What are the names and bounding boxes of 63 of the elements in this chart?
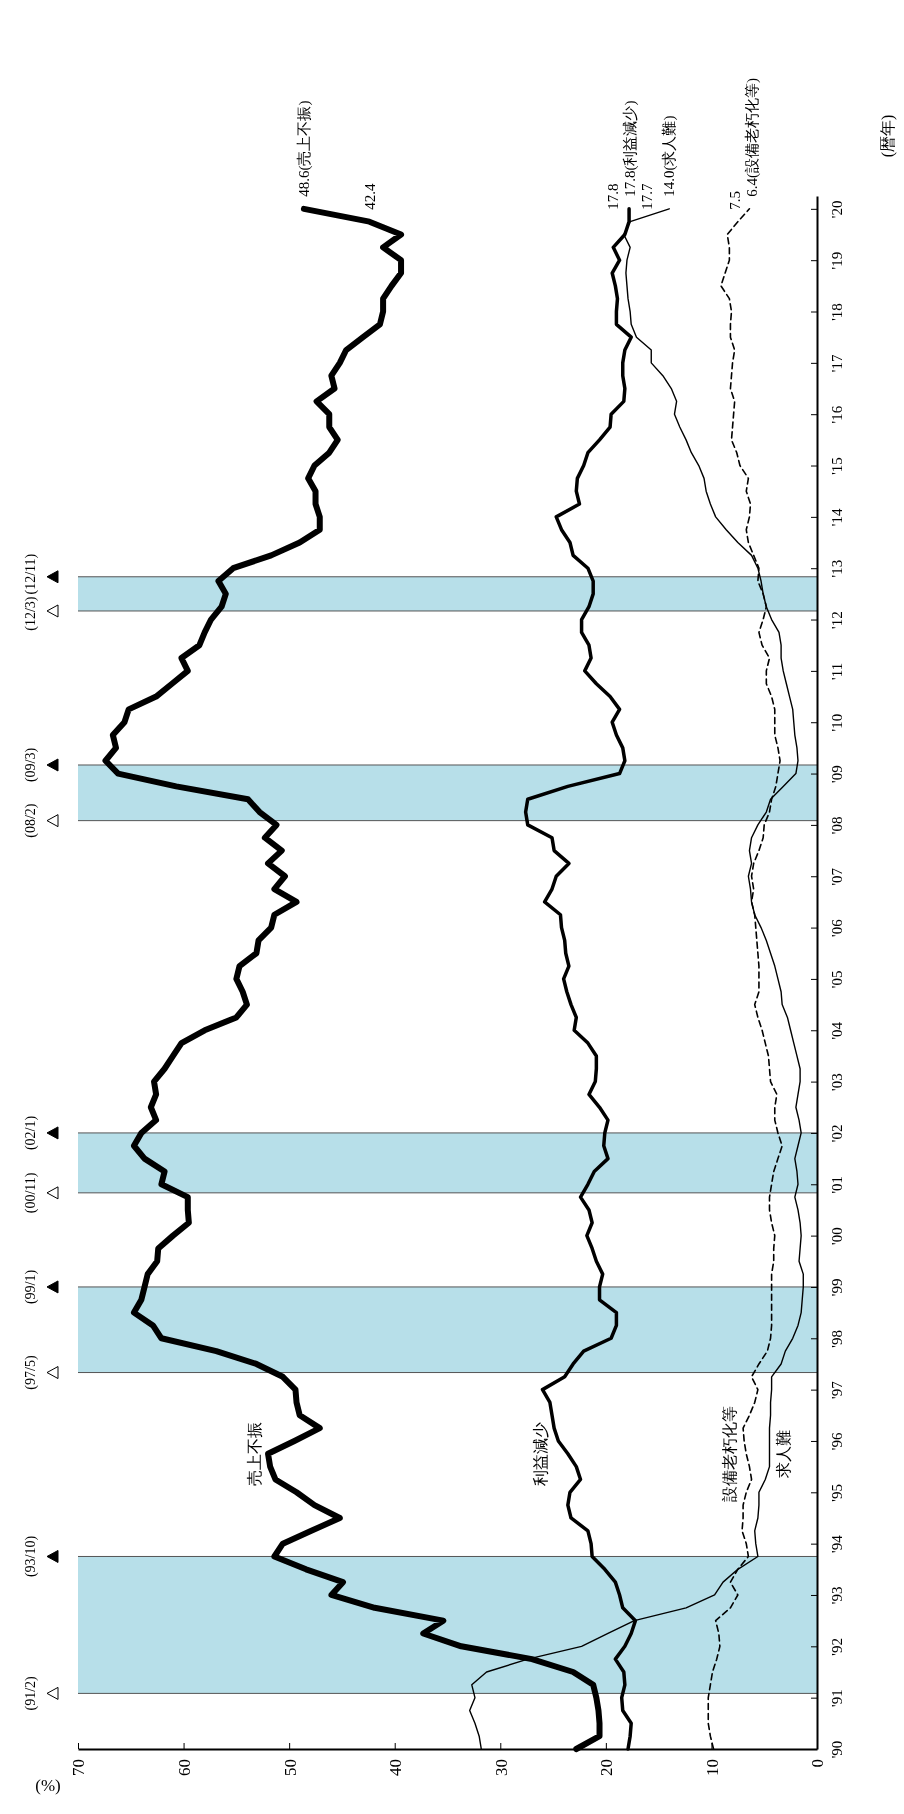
annotation: (93/10): [22, 1535, 39, 1578]
text: 設備老朽化等: [720, 1405, 738, 1502]
y-tick-label: '14: [829, 508, 846, 527]
y-tick-label: '93: [829, 1586, 846, 1605]
annotation: (12/3): [22, 596, 39, 631]
y-tick-label: '06: [829, 918, 846, 937]
y-tick-label: '20: [829, 200, 846, 219]
annotation: 17.8(利益減少): [621, 100, 639, 197]
y-tick-label: '90: [829, 1740, 846, 1759]
x-tick-label: 0: [808, 1759, 828, 1768]
y-tick-label: '15: [829, 457, 846, 475]
y-tick-label: '09: [829, 765, 846, 783]
y-tick-label: '04: [829, 1021, 846, 1040]
annotation: 14.0(求人難): [661, 115, 679, 197]
x-tick-label: 10: [702, 1759, 722, 1776]
x-tick-label: 20: [597, 1759, 617, 1776]
annotation: (91/2): [22, 1675, 39, 1711]
annotation: (97/5): [22, 1355, 39, 1390]
y-tick-label: '19: [829, 251, 846, 270]
text: 利益減少: [531, 1421, 549, 1486]
annotation: 17.8: [604, 183, 621, 210]
y-tick-label: '13: [829, 559, 846, 578]
annotation: (12/11): [22, 553, 39, 595]
x-tick-label: 50: [280, 1759, 300, 1776]
y-tick-label: '16: [829, 405, 846, 424]
annotation: 17.7: [638, 182, 655, 210]
y-tick-label: '01: [829, 1175, 846, 1194]
x-tick-label: 70: [69, 1759, 89, 1776]
annotation: (09/3): [22, 747, 39, 783]
x-tick-label: 40: [386, 1759, 406, 1776]
y-tick-label: '07: [829, 867, 846, 886]
y-tick-label: '08: [829, 816, 846, 835]
annotation: 7.5: [727, 190, 744, 210]
y-tick-label: '17: [829, 354, 846, 373]
text: 求人難: [775, 1429, 793, 1478]
y-tick-label: '03: [829, 1073, 846, 1091]
x-tick-label: 30: [491, 1759, 511, 1776]
y-tick-label: '97: [829, 1380, 846, 1399]
y-tick-label: '99: [829, 1278, 846, 1297]
y-tick-label: '94: [829, 1534, 846, 1553]
y-tick-label: '98: [829, 1329, 846, 1348]
annotation: (02/1): [22, 1115, 39, 1151]
x-axis-title: (%): [35, 1775, 61, 1795]
y-tick-label: '12: [829, 611, 846, 629]
y-tick-label: '95: [829, 1483, 846, 1502]
annotation: (08/2): [22, 803, 39, 838]
y-axis-title: (暦年): [878, 114, 897, 158]
y-tick-label: '91: [829, 1689, 846, 1708]
y-tick-label: '10: [829, 713, 846, 732]
annotation: (00/11): [22, 1172, 39, 1214]
y-tick-label: '02: [829, 1124, 846, 1143]
annotation: 42.4: [361, 182, 378, 210]
y-tick-label: '96: [829, 1432, 846, 1451]
y-tick-label: '11: [829, 662, 846, 680]
y-tick-label: '18: [829, 303, 846, 321]
annotation: 6.4(設備老朽化等): [744, 78, 762, 197]
text: 売上不振: [245, 1421, 263, 1486]
annotation: (99/1): [22, 1269, 39, 1305]
y-tick-label: '92: [829, 1637, 846, 1656]
y-tick-label: '05: [829, 970, 846, 989]
annotation: 48.6(売上不振): [296, 100, 314, 197]
x-tick-label: 60: [175, 1759, 195, 1776]
y-tick-label: '00: [829, 1227, 846, 1245]
